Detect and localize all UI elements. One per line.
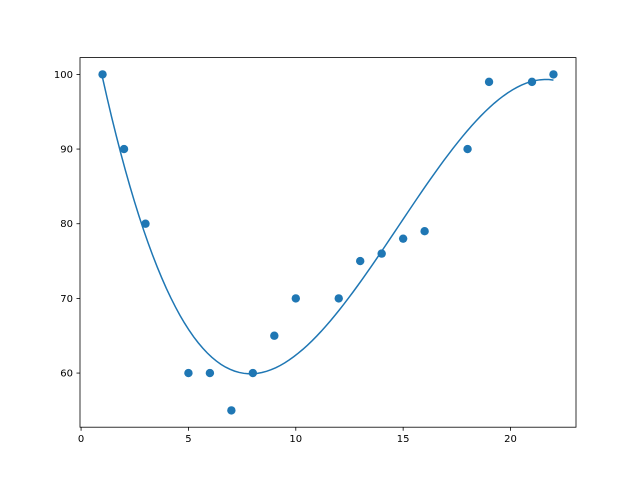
data-point <box>141 219 150 228</box>
x-tick-label: 15 <box>397 434 410 445</box>
data-point <box>527 77 537 87</box>
data-point <box>291 294 300 303</box>
data-point <box>119 144 129 154</box>
scatter-points <box>98 70 558 415</box>
data-point <box>270 331 279 340</box>
data-point <box>334 294 343 303</box>
data-point <box>227 406 236 415</box>
plot-frame <box>79 57 577 428</box>
y-tick-label: 60 <box>60 369 73 380</box>
data-point <box>98 70 107 79</box>
data-point <box>377 249 386 258</box>
y-tick-label: 100 <box>54 70 73 81</box>
data-point <box>420 227 429 236</box>
x-tick-label: 0 <box>78 434 84 445</box>
x-axis-ticks: 0 5 10 15 20 <box>78 427 517 445</box>
y-axis-ticks: 60 70 80 90 100 <box>54 70 80 380</box>
y-tick-label: 80 <box>60 219 73 230</box>
x-tick-label: 5 <box>185 434 191 445</box>
data-point <box>205 368 215 378</box>
data-point <box>248 368 258 378</box>
data-point <box>184 368 193 378</box>
x-tick-label: 20 <box>504 434 517 445</box>
y-tick-label: 70 <box>60 294 73 305</box>
data-point <box>398 234 408 243</box>
y-tick-label: 90 <box>60 145 73 156</box>
regression-line <box>101 77 554 375</box>
x-tick-label: 10 <box>289 434 302 445</box>
data-point <box>463 144 472 154</box>
data-point <box>484 77 494 87</box>
data-point <box>549 70 558 79</box>
data-point <box>356 256 365 266</box>
